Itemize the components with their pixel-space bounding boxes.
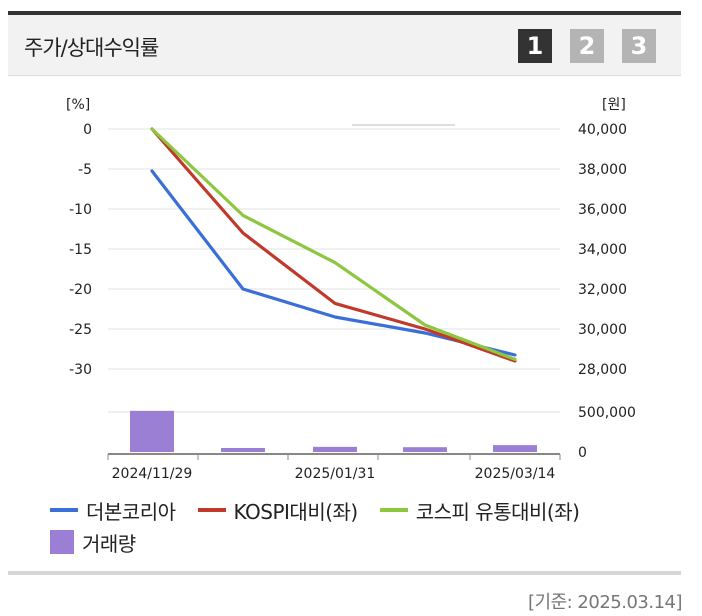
left-tick-label: 0 <box>83 122 92 138</box>
chart-page-2-button[interactable]: 2 <box>570 29 604 63</box>
left-axis-unit: [%] <box>66 97 90 113</box>
chart-page-3-button[interactable]: 3 <box>622 29 656 63</box>
bottom-rule <box>8 571 681 575</box>
volume-bar <box>130 410 174 452</box>
volume-tick-label: 0 <box>578 445 587 461</box>
series-line <box>150 127 517 361</box>
left-tick-label: -25 <box>69 322 92 338</box>
x-tick-label: 2025/03/14 <box>475 466 556 482</box>
chart-section-title: 주가/상대수익률 <box>24 36 159 60</box>
chart-header: 주가/상대수익률 1 2 3 <box>8 15 681 76</box>
x-tick-label: 2024/11/29 <box>112 466 193 482</box>
right-tick-label: 32,000 <box>578 282 627 298</box>
volume-bar <box>221 448 265 452</box>
chart-page-1-button[interactable]: 1 <box>518 29 552 63</box>
left-tick-label: -30 <box>69 362 92 378</box>
series-line <box>150 127 517 363</box>
top-rule <box>8 11 681 15</box>
stock-chart: [%] [원] 0 -5 -10 -15 -20 -25 -30 40,000 38,000 36,0… <box>66 97 636 482</box>
legend-swatch-kospi <box>197 508 226 512</box>
legend-label-stock: 더본코리아 <box>86 499 176 524</box>
left-tick-label: -5 <box>78 162 92 178</box>
right-tick-label: 38,000 <box>578 162 627 178</box>
legend-item-kospi: KOSPI대비(좌) <box>197 496 359 525</box>
right-tick-label: 28,000 <box>578 362 627 378</box>
left-tick-label: -20 <box>69 282 92 298</box>
legend-label-volume: 거래량 <box>82 531 136 556</box>
right-tick-label: 30,000 <box>578 322 627 338</box>
volume-tick-label: 500,000 <box>578 405 636 421</box>
x-tick-label: 2025/01/31 <box>295 466 376 482</box>
legend-label-kospi-float: 코스피 유통대비(좌) <box>415 499 580 524</box>
chart-legend: 더본코리아 KOSPI대비(좌) 코스피 유통대비(좌) 거래량 <box>50 494 690 558</box>
legend-label-kospi: KOSPI대비(좌) <box>233 499 359 524</box>
legend-item-stock: 더본코리아 <box>50 496 176 525</box>
left-tick-label: -15 <box>69 242 92 258</box>
legend-swatch-kospi-float <box>379 508 408 512</box>
legend-item-kospi-float: 코스피 유통대비(좌) <box>379 496 580 525</box>
legend-swatch-stock <box>50 508 78 512</box>
right-tick-label: 40,000 <box>578 122 627 138</box>
volume-bar <box>313 446 357 452</box>
legend-swatch-volume <box>50 530 74 554</box>
right-tick-label: 36,000 <box>578 202 627 218</box>
volume-bar <box>493 445 537 452</box>
basis-date: [기준: 2025.03.14] <box>527 592 683 613</box>
right-tick-label: 34,000 <box>578 242 627 258</box>
volume-bar <box>403 447 447 452</box>
legend-item-volume: 거래량 <box>50 528 136 557</box>
right-axis-unit: [원] <box>602 97 626 113</box>
left-tick-label: -10 <box>69 202 92 218</box>
